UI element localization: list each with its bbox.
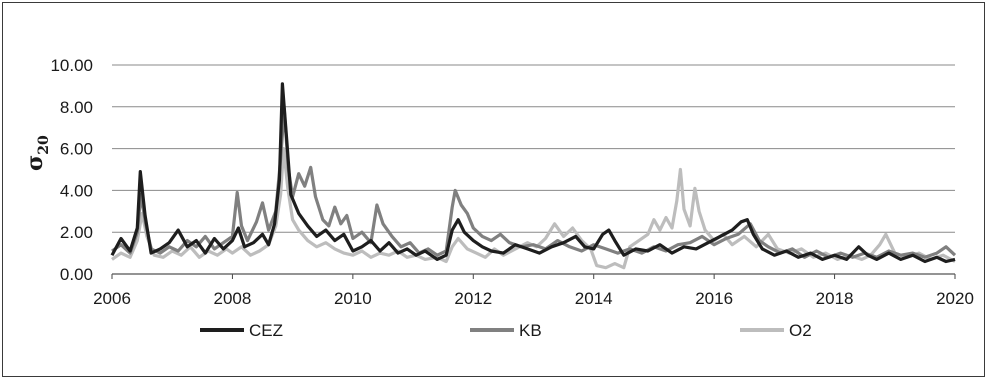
legend-label-kb: KB [519,321,542,340]
x-tick-label: 2016 [695,289,733,308]
series-lines [110,82,957,270]
x-tick-label: 2008 [214,289,252,308]
x-tick-labels: 2006 2008 2010 2012 2014 2016 2018 2020 [93,274,974,308]
y-tick-label: 0.00 [60,265,93,284]
x-tick-label: 2014 [575,289,613,308]
y-axis-label: σ20 [22,135,52,171]
y-tick-label: 10.00 [50,56,93,75]
y-axis-label-symbol: σ [22,155,48,171]
y-tick-label: 4.00 [60,181,93,200]
x-tick-label: 2010 [334,289,372,308]
y-tick-label: 8.00 [60,98,93,117]
x-tick-label: 2012 [454,289,492,308]
y-tick-label: 6.00 [60,140,93,159]
legend-label-cez: CEZ [249,321,283,340]
y-axis-label-subscript: 20 [36,135,52,155]
legend-label-o2: O2 [789,321,812,340]
series-line-kb [111,107,957,259]
series-line-cez [110,82,956,264]
series-line-o2 [111,147,956,270]
y-tick-label: 2.00 [60,223,93,242]
x-tick-label: 2020 [936,289,974,308]
x-tick-label: 2018 [816,289,854,308]
legend: CEZ KB O2 [200,321,812,340]
y-tick-labels: 0.00 2.00 4.00 6.00 8.00 10.00 [50,56,93,284]
x-tick-label: 2006 [93,289,131,308]
